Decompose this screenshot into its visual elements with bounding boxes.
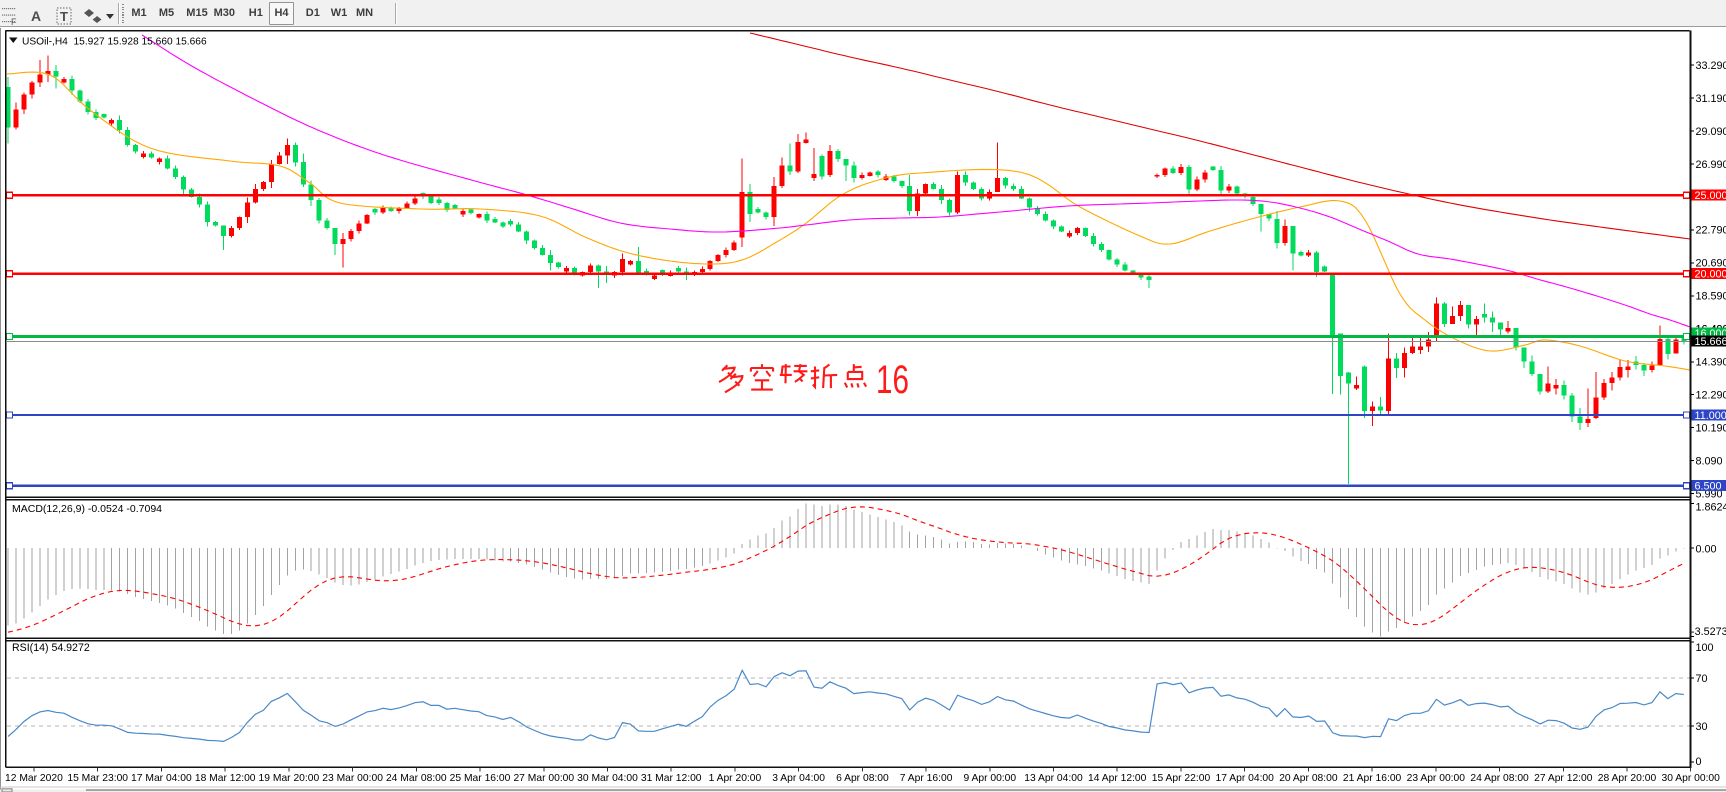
svg-text:30 Apr 00:00: 30 Apr 00:00 [1661,773,1720,784]
svg-text:0: 0 [1696,756,1702,768]
svg-text:29.090: 29.090 [1696,126,1726,138]
svg-text:18.590: 18.590 [1696,291,1726,303]
svg-text:27 Apr 12:00: 27 Apr 12:00 [1534,773,1593,784]
svg-text:A: A [31,8,41,24]
svg-text:6.500: 6.500 [1695,481,1722,493]
svg-text:23 Mar 00:00: 23 Mar 00:00 [322,773,383,784]
svg-text:1.8624: 1.8624 [1696,502,1726,514]
svg-text:F: F [11,17,17,27]
svg-text:11.000: 11.000 [1695,410,1726,422]
svg-text:21 Apr 16:00: 21 Apr 16:00 [1343,773,1402,784]
svg-text:24 Apr 08:00: 24 Apr 08:00 [1470,773,1529,784]
svg-text:25.000: 25.000 [1695,190,1726,202]
svg-text:1 Apr 20:00: 1 Apr 20:00 [709,773,762,784]
svg-text:14.390: 14.390 [1696,357,1726,369]
svg-text:10.190: 10.190 [1696,423,1726,435]
svg-text:20.690: 20.690 [1696,258,1726,270]
svg-text:31 Mar 12:00: 31 Mar 12:00 [641,773,702,784]
svg-text:USOil-,H4 15.927 15.928 15.66: USOil-,H4 15.927 15.928 15.660 15.666 [22,37,207,48]
svg-text:7 Apr 16:00: 7 Apr 16:00 [900,773,953,784]
svg-text:30 Mar 04:00: 30 Mar 04:00 [577,773,638,784]
svg-text:30: 30 [1696,721,1708,733]
svg-text:3 Apr 04:00: 3 Apr 04:00 [772,773,825,784]
svg-text:27 Mar 00:00: 27 Mar 00:00 [513,773,574,784]
svg-text:17 Apr 04:00: 17 Apr 04:00 [1215,773,1274,784]
svg-text:15 Mar 23:00: 15 Mar 23:00 [67,773,128,784]
svg-text:13 Apr 04:00: 13 Apr 04:00 [1024,773,1083,784]
svg-text:0.00: 0.00 [1696,544,1717,556]
svg-text:20 Apr 08:00: 20 Apr 08:00 [1279,773,1338,784]
svg-text:12.290: 12.290 [1696,390,1726,402]
svg-text:12 Mar 2020: 12 Mar 2020 [5,773,63,784]
svg-text:-3.5273: -3.5273 [1691,626,1726,638]
svg-text:16: 16 [876,358,909,402]
svg-text:22.790: 22.790 [1696,225,1726,237]
svg-text:14 Apr 12:00: 14 Apr 12:00 [1088,773,1147,784]
svg-text:20.000: 20.000 [1695,269,1726,281]
svg-text:24 Mar 08:00: 24 Mar 08:00 [386,773,447,784]
svg-text:31.190: 31.190 [1696,93,1726,105]
svg-text:70: 70 [1696,673,1708,685]
svg-text:25 Mar 16:00: 25 Mar 16:00 [450,773,511,784]
svg-text:RSI(14) 54.9272: RSI(14) 54.9272 [12,642,90,654]
svg-text:15.666: 15.666 [1695,336,1726,348]
svg-text:T: T [60,9,68,24]
svg-text:8.090: 8.090 [1696,456,1723,468]
svg-text:18 Mar 12:00: 18 Mar 12:00 [195,773,256,784]
svg-text:5.990: 5.990 [1696,489,1723,501]
svg-text:19 Mar 20:00: 19 Mar 20:00 [259,773,320,784]
svg-text:9 Apr 00:00: 9 Apr 00:00 [963,773,1016,784]
svg-text:33.290: 33.290 [1696,60,1726,72]
svg-text:100: 100 [1696,642,1714,654]
svg-text:15 Apr 22:00: 15 Apr 22:00 [1152,773,1211,784]
svg-text:17 Mar 04:00: 17 Mar 04:00 [131,773,192,784]
svg-text:26.990: 26.990 [1696,159,1726,171]
svg-text:6 Apr 08:00: 6 Apr 08:00 [836,773,889,784]
svg-text:23 Apr 00:00: 23 Apr 00:00 [1407,773,1466,784]
svg-text:MACD(12,26,9) -0.0524 -0.7094: MACD(12,26,9) -0.0524 -0.7094 [12,503,162,515]
svg-text:28 Apr 20:00: 28 Apr 20:00 [1598,773,1657,784]
